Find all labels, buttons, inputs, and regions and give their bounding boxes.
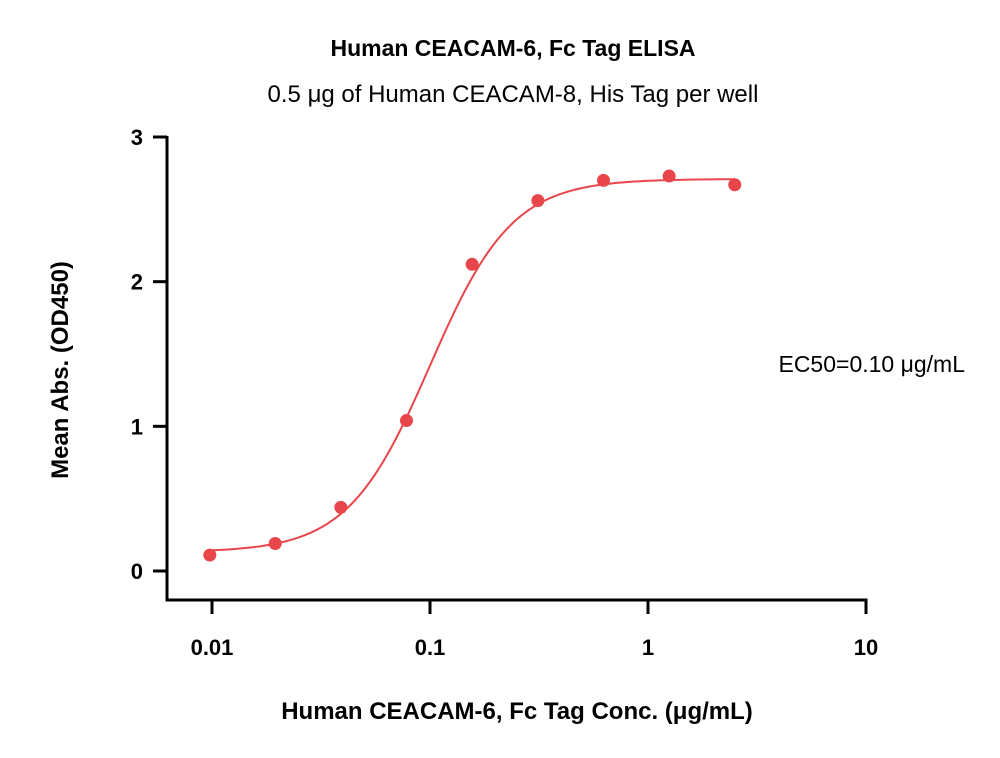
x-tick-label: 1	[642, 635, 654, 660]
chart-title: Human CEACAM-6, Fc Tag ELISA	[330, 35, 695, 61]
y-tick-label: 0	[131, 559, 143, 584]
x-ticks: 0.01 0.1 1 10	[191, 600, 878, 660]
ec50-annotation: EC50=0.10 μg/mL	[778, 351, 965, 377]
data-point	[728, 178, 742, 192]
data-points	[203, 169, 742, 562]
y-tick-label: 1	[131, 414, 143, 439]
data-point	[268, 537, 282, 551]
y-tick-label: 3	[131, 125, 143, 150]
data-point	[662, 169, 676, 183]
fit-curve	[209, 178, 735, 552]
data-point	[334, 500, 348, 514]
data-point	[597, 173, 611, 187]
x-tick-label: 0.1	[415, 635, 446, 660]
chart-subtitle: 0.5 μg of Human CEACAM-8, His Tag per we…	[268, 81, 759, 108]
x-axis-label: Human CEACAM-6, Fc Tag Conc. (μg/mL)	[281, 698, 753, 725]
data-point	[531, 194, 545, 208]
y-ticks: 0 1 2 3	[131, 125, 167, 584]
data-point	[203, 548, 217, 562]
x-tick-label: 10	[854, 635, 878, 660]
y-axis-label: Mean Abs. (OD450)	[47, 261, 74, 479]
axes	[165, 136, 868, 602]
x-tick-label: 0.01	[191, 635, 234, 660]
y-tick-label: 2	[131, 270, 143, 295]
data-point	[399, 414, 413, 428]
data-point	[465, 257, 479, 271]
